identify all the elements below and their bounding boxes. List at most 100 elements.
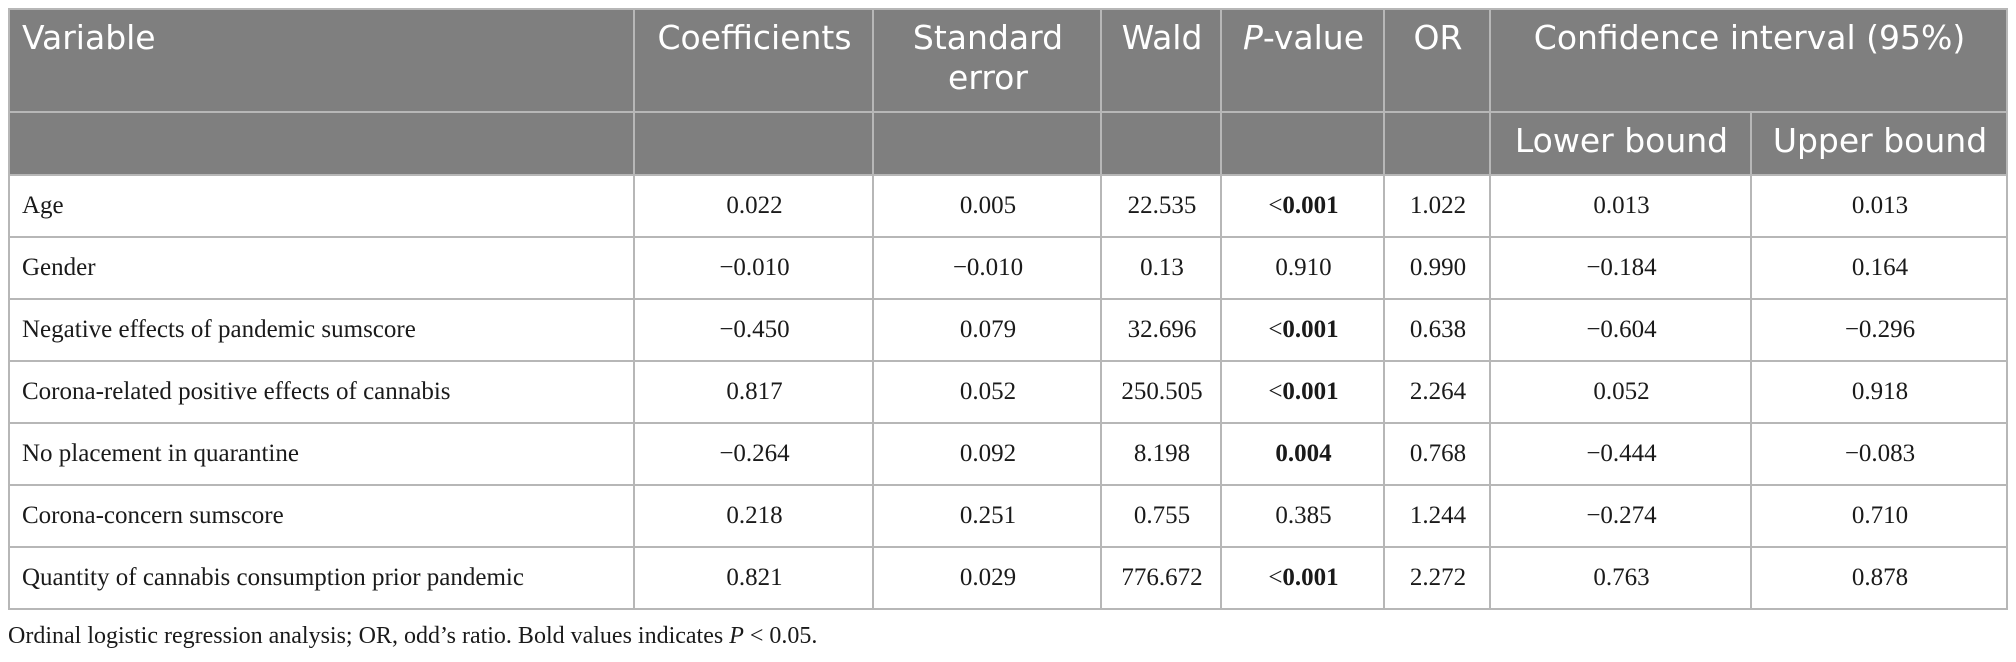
- cell-upper-bound: 0.878: [1750, 546, 2008, 610]
- cell-wald: 32.696: [1100, 298, 1222, 362]
- cell-or: 2.272: [1383, 546, 1491, 610]
- p-value-number: 0.910: [1275, 254, 1332, 281]
- cell-p-value: 0.385: [1220, 484, 1385, 548]
- table-row: Age 0.022 0.005 22.535 <0.001 1.022 0.013 0.013: [8, 174, 2008, 238]
- cell-or: 1.022: [1383, 174, 1491, 238]
- header-p-italic: P: [1242, 18, 1263, 57]
- header-empty-cell: [872, 111, 1102, 176]
- cell-upper-bound: −0.083: [1750, 422, 2008, 486]
- cell-coefficient: 0.022: [633, 174, 874, 238]
- cell-coefficient: 0.821: [633, 546, 874, 610]
- header-p-value: P-value: [1220, 8, 1385, 113]
- cell-p-value: <0.001: [1220, 298, 1385, 362]
- cell-or: 0.990: [1383, 236, 1491, 300]
- cell-standard-error: 0.092: [872, 422, 1102, 486]
- p-value-prefix: <: [1268, 564, 1283, 591]
- cell-or: 1.244: [1383, 484, 1491, 548]
- header-empty-cell: [1383, 111, 1491, 176]
- cell-wald: 0.13: [1100, 236, 1222, 300]
- cell-or: 0.638: [1383, 298, 1491, 362]
- cell-wald: 0.755: [1100, 484, 1222, 548]
- cell-upper-bound: 0.918: [1750, 360, 2008, 424]
- cell-lower-bound: −0.604: [1489, 298, 1752, 362]
- table-row: Quantity of cannabis consumption prior p…: [8, 546, 2008, 610]
- cell-standard-error: 0.251: [872, 484, 1102, 548]
- cell-variable: Corona-related positive effects of canna…: [8, 360, 635, 424]
- header-row-1: Variable Coefficients Standard error Wal…: [8, 8, 2008, 113]
- cell-variable: Negative effects of pandemic sumscore: [8, 298, 635, 362]
- cell-lower-bound: −0.444: [1489, 422, 1752, 486]
- cell-lower-bound: −0.274: [1489, 484, 1752, 548]
- header-upper-bound: Upper bound: [1750, 111, 2008, 176]
- table-body: Age 0.022 0.005 22.535 <0.001 1.022 0.013 0.013…: [8, 174, 2008, 610]
- cell-variable: Age: [8, 174, 635, 238]
- p-value-prefix: <: [1268, 192, 1283, 219]
- p-value-number: 0.001: [1282, 192, 1339, 219]
- cell-wald: 250.505: [1100, 360, 1222, 424]
- cell-wald: 22.535: [1100, 174, 1222, 238]
- cell-lower-bound: 0.763: [1489, 546, 1752, 610]
- cell-upper-bound: 0.164: [1750, 236, 2008, 300]
- cell-standard-error: 0.005: [872, 174, 1102, 238]
- header-empty-cell: [8, 111, 635, 176]
- cell-or: 2.264: [1383, 360, 1491, 424]
- cell-upper-bound: 0.710: [1750, 484, 2008, 548]
- table-footnote: Ordinal logistic regression analysis; OR…: [8, 623, 817, 650]
- header-confidence-interval: Confidence interval (95%): [1489, 8, 2008, 113]
- cell-wald: 8.198: [1100, 422, 1222, 486]
- cell-coefficient: −0.264: [633, 422, 874, 486]
- p-value-number: 0.385: [1275, 502, 1332, 529]
- cell-or: 0.768: [1383, 422, 1491, 486]
- header-or: OR: [1383, 8, 1491, 113]
- table-row: Corona-related positive effects of canna…: [8, 360, 2008, 424]
- cell-upper-bound: −0.296: [1750, 298, 2008, 362]
- cell-lower-bound: −0.184: [1489, 236, 1752, 300]
- p-value-prefix: <: [1268, 378, 1283, 405]
- header-empty-cell: [1220, 111, 1385, 176]
- footnote-p-italic: P: [729, 623, 744, 649]
- cell-lower-bound: 0.052: [1489, 360, 1752, 424]
- cell-p-value: <0.001: [1220, 546, 1385, 610]
- table-row: No placement in quarantine −0.264 0.092 8.1…: [8, 422, 2008, 486]
- cell-p-value: 0.910: [1220, 236, 1385, 300]
- cell-wald: 776.672: [1100, 546, 1222, 610]
- cell-coefficient: 0.817: [633, 360, 874, 424]
- cell-variable: Quantity of cannabis consumption prior p…: [8, 546, 635, 610]
- cell-coefficient: −0.450: [633, 298, 874, 362]
- cell-coefficient: 0.218: [633, 484, 874, 548]
- header-empty-cell: [633, 111, 874, 176]
- cell-standard-error: 0.029: [872, 546, 1102, 610]
- cell-variable: No placement in quarantine: [8, 422, 635, 486]
- header-coefficients: Coefficients: [633, 8, 874, 113]
- header-wald: Wald: [1100, 8, 1222, 113]
- footnote-text: Ordinal logistic regression analysis; OR…: [8, 623, 730, 649]
- p-value-number: 0.001: [1282, 378, 1339, 405]
- cell-coefficient: −0.010: [633, 236, 874, 300]
- header-row-2: Lower bound Upper bound: [8, 111, 2008, 176]
- header-standard-error: Standard error: [872, 8, 1102, 113]
- cell-lower-bound: 0.013: [1489, 174, 1752, 238]
- cell-standard-error: −0.010: [872, 236, 1102, 300]
- cell-standard-error: 0.052: [872, 360, 1102, 424]
- header-lower-bound: Lower bound: [1489, 111, 1752, 176]
- header-p-rest: -value: [1262, 18, 1365, 57]
- p-value-number: 0.001: [1282, 316, 1339, 343]
- regression-table-container: Variable Coefficients Standard error Wal…: [8, 8, 2008, 610]
- cell-variable: Corona-concern sumscore: [8, 484, 635, 548]
- footnote-threshold: < 0.05.: [743, 623, 818, 649]
- header-empty-cell: [1100, 111, 1222, 176]
- table-row: Corona-concern sumscore 0.218 0.251 0.755 0.…: [8, 484, 2008, 548]
- table-row: Gender −0.010 −0.010 0.13 0.910 0.990 −0.184 0.…: [8, 236, 2008, 300]
- table-row: Negative effects of pandemic sumscore −0.…: [8, 298, 2008, 362]
- cell-p-value: <0.001: [1220, 360, 1385, 424]
- p-value-number: 0.004: [1275, 440, 1332, 467]
- regression-table: Variable Coefficients Standard error Wal…: [8, 8, 2008, 610]
- p-value-number: 0.001: [1282, 564, 1339, 591]
- cell-p-value: 0.004: [1220, 422, 1385, 486]
- cell-upper-bound: 0.013: [1750, 174, 2008, 238]
- header-variable: Variable: [8, 8, 635, 113]
- cell-variable: Gender: [8, 236, 635, 300]
- cell-p-value: <0.001: [1220, 174, 1385, 238]
- cell-standard-error: 0.079: [872, 298, 1102, 362]
- p-value-prefix: <: [1268, 316, 1283, 343]
